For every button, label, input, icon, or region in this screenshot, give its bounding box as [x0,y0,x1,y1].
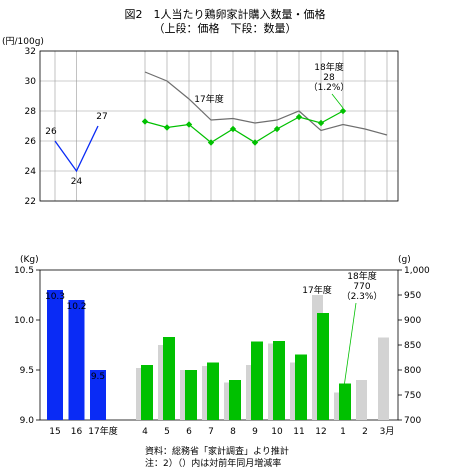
quantity-fy18-bar [163,337,175,420]
quantity-left-tick-label: 9.5 [20,366,34,376]
quantity-fy18-bar [229,380,241,420]
quantity-fy18-bar [273,341,285,420]
quantity-annual-bar [47,290,63,420]
quantity-fy18-bar [295,354,307,420]
quantity-fy17-bar [356,380,367,420]
quantity-right-tick-label: 850 [404,341,421,351]
chart-title: 図2 1人当たり鶏卵家計購入数量・価格 [124,8,326,21]
quantity-x-tick-label: 11 [293,427,304,437]
price-annotation-fy17: 17年度 [194,93,223,105]
price-fy18-point [295,113,303,121]
quantity-x-tick-label: 6 [186,427,192,437]
price-line-annual [54,125,99,173]
quantity-right-tick-label: 800 [404,366,421,376]
price-annual-data-label: 26 [45,127,57,137]
quantity-x-tick-label: 10 [271,427,283,437]
price-y-tick-label: 26 [25,137,37,147]
price-fy18-point [207,139,215,146]
quantity-annotation-fy18-label: 18年度 [347,270,376,282]
quantity-x-tick-label: 16 [71,427,83,437]
quantity-left-tick-label: 10.5 [14,266,34,276]
quantity-annotation-fy17: 17年度 [302,284,331,296]
price-line-fy17 [144,71,388,136]
quantity-fy18-bar [207,362,219,420]
price-y-tick-label: 32 [25,47,36,57]
price-y-tick-label: 28 [25,107,37,117]
footnote: 注：2）（）内は対前年同月増減率 [145,459,282,469]
quantity-x-tick-label: 5 [164,427,170,437]
quantity-x-tick-label: 2 [362,427,368,437]
quantity-annual-data-label: 9.5 [91,372,105,382]
quantity-x-tick-label: 1 [340,427,346,437]
quantity-x-tick-label: 8 [230,427,236,437]
price-unit-label: (円/100g) [2,36,44,47]
price-fy18-point [163,124,171,131]
quantity-left-tick-label: 10.0 [14,316,34,326]
quantity-fy18-bar [317,313,329,420]
price-fy18-point [229,125,237,133]
price-fy18-point [317,119,325,127]
price-y-tick-label: 30 [25,77,37,87]
quantity-right-tick-label: 950 [404,291,421,301]
quantity-left-tick-label: 9.0 [20,416,35,426]
price-fy18-point [273,125,281,133]
quantity-right-tick-label: 900 [404,316,421,326]
price-line-fy18 [144,110,344,144]
price-annotation-fy18-change: （1.2%） [309,82,350,93]
price-fy18-point [251,139,259,146]
quantity-right-tick-label: 1,000 [404,266,430,276]
quantity-annotation-fy18-change: （2.3%） [342,291,383,302]
price-fy18-point [339,107,347,115]
price-plot-frame [39,50,399,202]
quantity-fy18-bar [251,341,263,420]
quantity-right-tick-label: 750 [404,391,421,401]
price-y-tick-label: 22 [25,197,36,207]
price-y-tick-label: 24 [25,167,37,177]
price-fy18-point [141,118,149,125]
quantity-x-tick-label: 9 [252,427,258,437]
chart-subtitle: （上段：価格 下段：数量） [153,22,297,35]
quantity-left-unit: (Kg) [20,255,39,265]
price-annotation-fy18-label: 18年度 [314,61,343,73]
quantity-x-tick-label: 17年度 [88,425,117,437]
quantity-annual-bar [90,370,106,420]
source-note: 資料：総務省「家計調査」より推計 [145,447,289,457]
quantity-annual-data-label: 10.2 [66,302,86,312]
price-annual-data-label: 24 [71,177,83,187]
price-annotation-fy18-value: 28 [323,73,335,83]
quantity-x-tick-label: 7 [208,427,214,437]
quantity-annual-bar [68,300,85,420]
quantity-right-tick-label: 700 [404,416,421,426]
quantity-x-tick-label: 4 [142,427,148,437]
quantity-annotation-fy18-value: 770 [353,282,370,292]
quantity-x-tick-label: 12 [315,427,326,437]
price-fy18-point [185,121,193,128]
price-annual-data-label: 27 [96,112,107,122]
price-annotation-leader [331,93,344,109]
quantity-annotation-leader [343,302,357,388]
quantity-fy18-bar [141,365,153,420]
quantity-annual-data-label: 10.3 [45,292,65,302]
quantity-right-unit: (g) [398,255,411,265]
quantity-fy17-bar [378,337,389,420]
quantity-fy18-bar [185,370,197,420]
quantity-x-tick-label: 3月 [380,426,395,437]
quantity-x-tick-label: 15 [49,427,60,437]
quantity-fy18-bar [339,383,351,420]
